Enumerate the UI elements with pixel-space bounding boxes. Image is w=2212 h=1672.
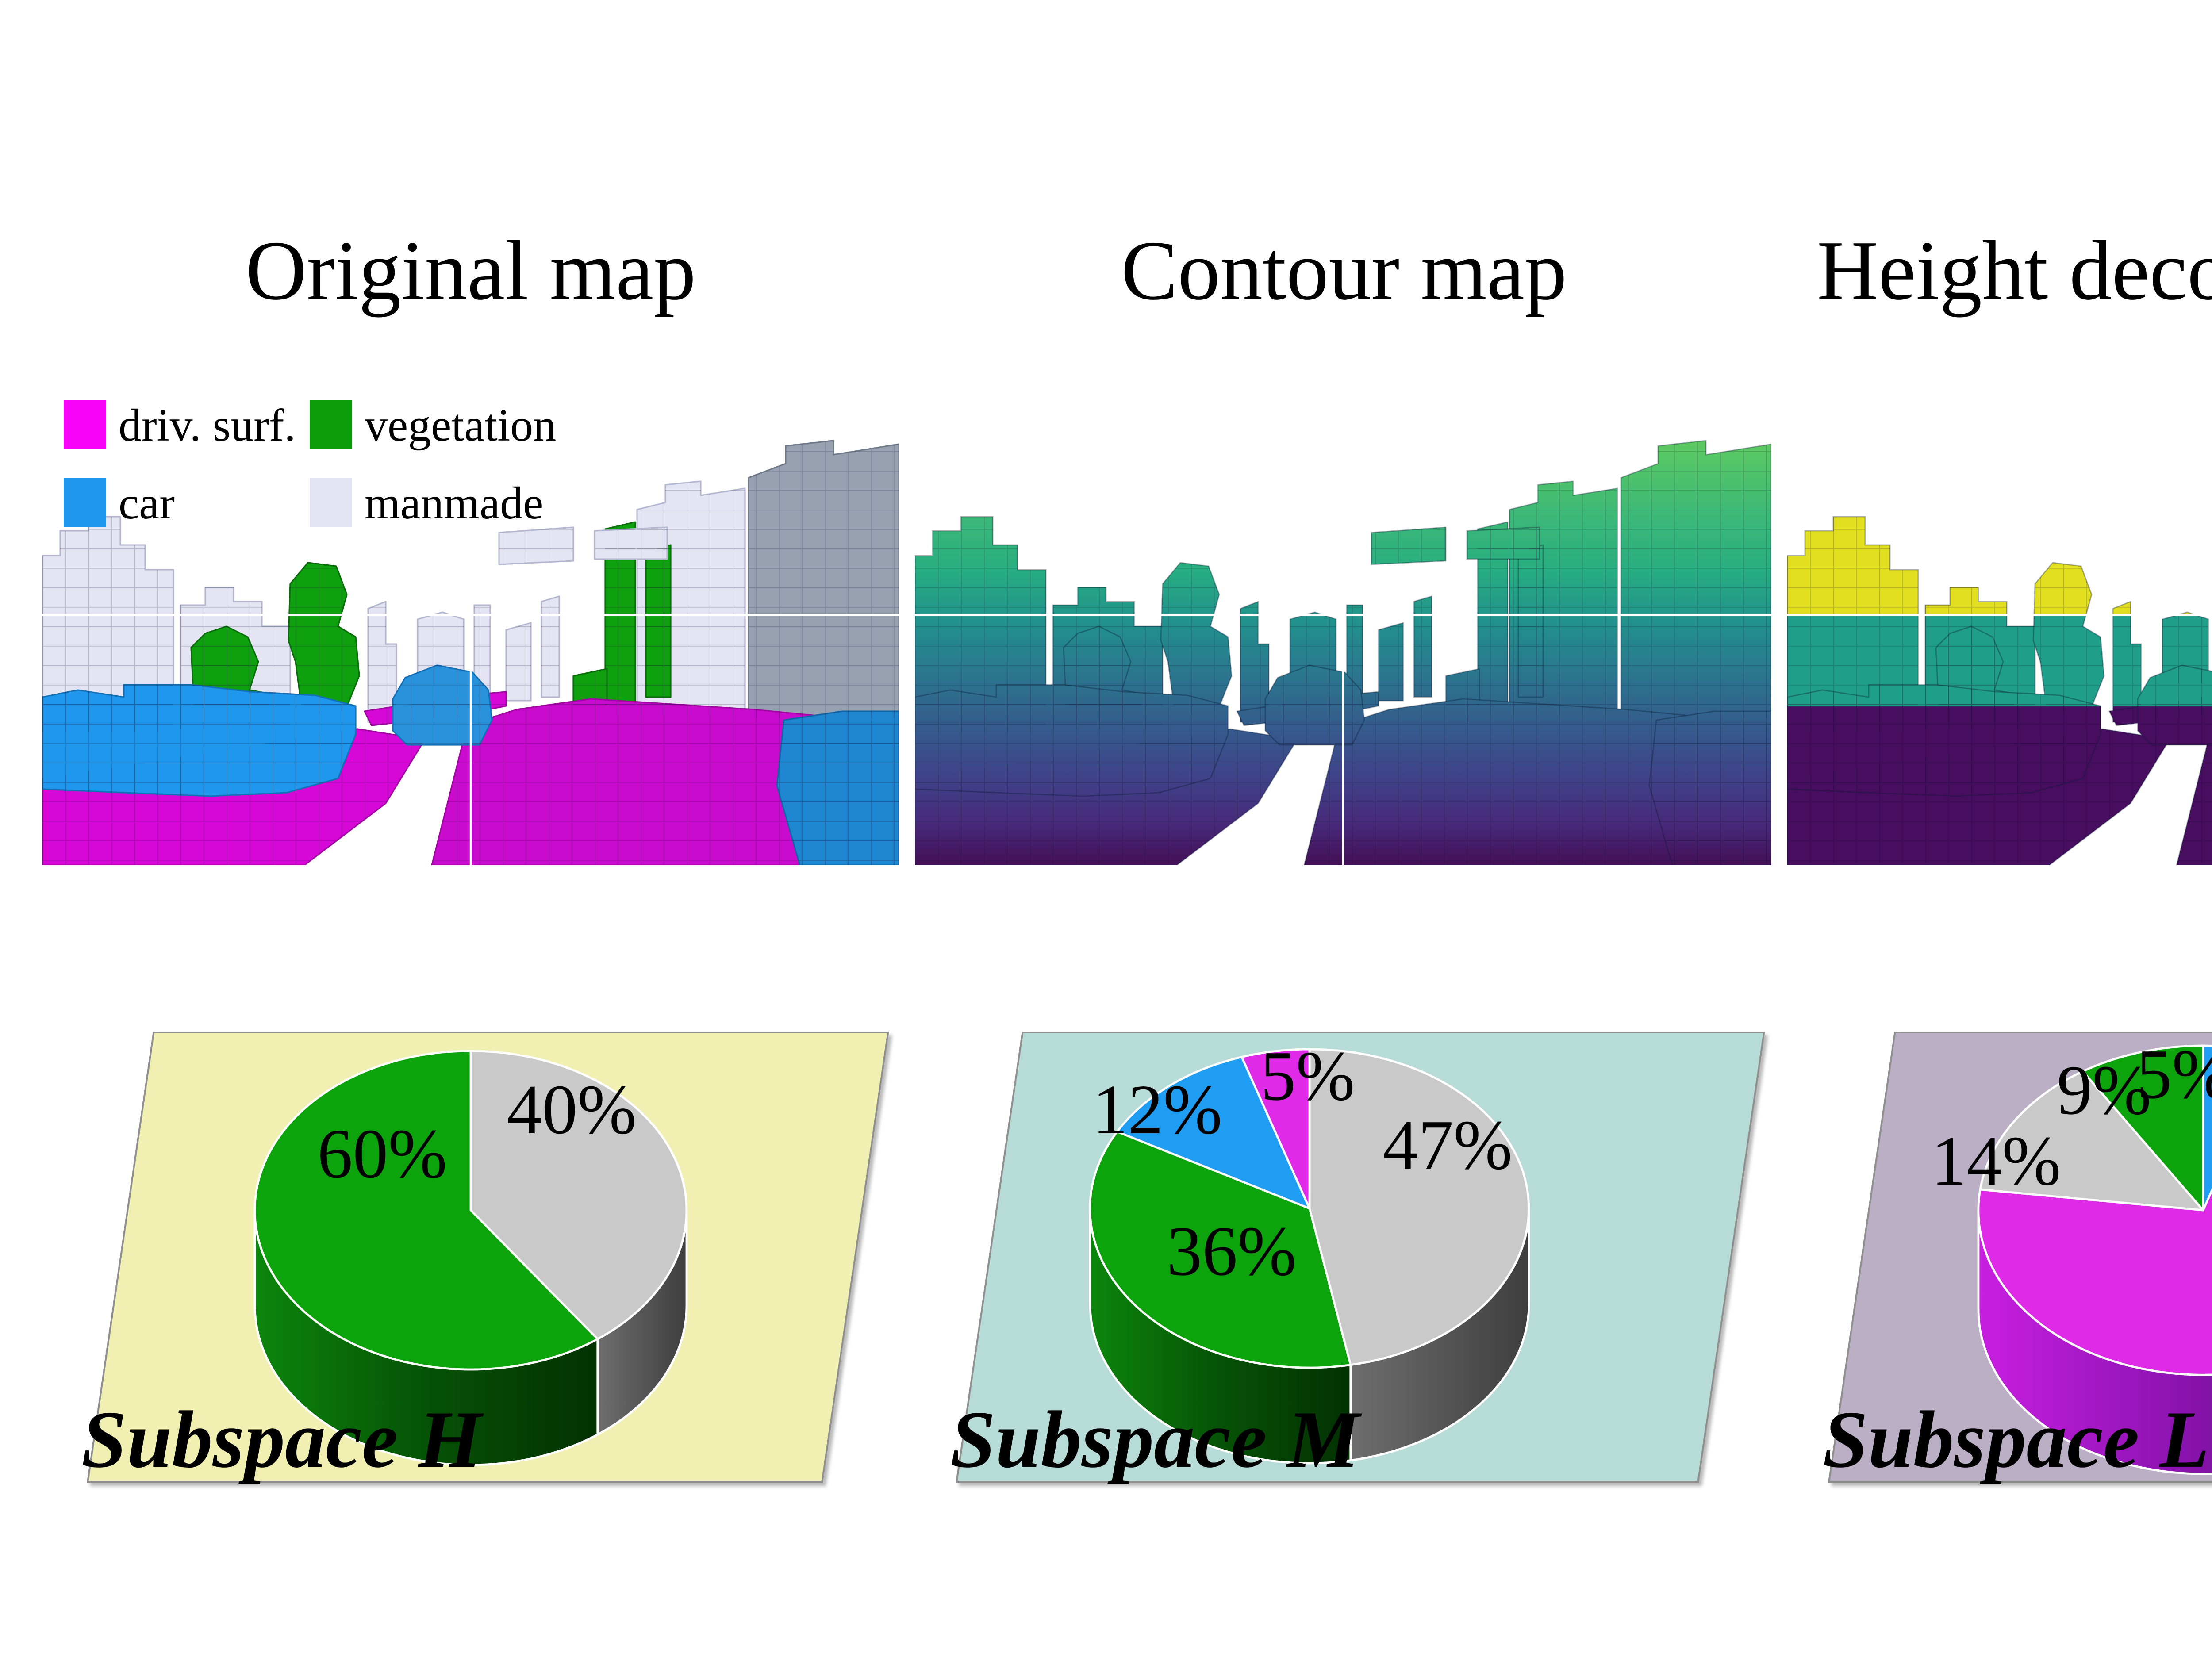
legend-swatch-car	[64, 478, 106, 527]
pie-l-slice-driv-surf	[1977, 1187, 2212, 1376]
pie-m-label-12: 12%	[1092, 1070, 1222, 1149]
pie-m-slice-car	[1116, 1056, 1311, 1210]
pie-h-slice-vegetation	[253, 1050, 599, 1371]
pie-h-slice-manmade	[469, 1050, 688, 1340]
pie-subspace-m	[1089, 1048, 1530, 1465]
pie-l-magenta-side	[1977, 1209, 2212, 1475]
legend-swatch-driv-surf	[64, 400, 106, 449]
pie-m-label-5: 5%	[1260, 1036, 1355, 1116]
pie-l-label-9: 9%	[2057, 1050, 2151, 1130]
pie-l-slice-manmade	[1979, 1070, 2204, 1212]
pie-m-slice-vegetation	[1089, 1131, 1352, 1369]
pie-m-slice-manmade	[1308, 1048, 1530, 1366]
legend-label-manmade: manmade	[365, 478, 544, 529]
contour-map-canvas	[915, 440, 1771, 865]
height-decoupling-map-canvas	[1787, 516, 2212, 865]
pie-subspace-h	[253, 1050, 688, 1466]
pie-m-label-36: 36%	[1167, 1211, 1297, 1291]
subspace-l-label: Subspace L	[1823, 1394, 2209, 1484]
title-contour-map: Contour map	[1121, 225, 1567, 318]
legend-swatch-vegetation	[310, 400, 352, 449]
legend-swatch-manmade	[310, 478, 352, 527]
pie-m-slice-driv-surf	[1240, 1048, 1311, 1210]
original-map-canvas	[42, 440, 899, 865]
pie-l-label-5: 5%	[2136, 1034, 2212, 1114]
pie-l-slice-vegetation	[2081, 1044, 2204, 1212]
title-height-decoupling-map: Height decoupling map	[1816, 225, 2212, 318]
subspace-m-label: Subspace M	[950, 1394, 1360, 1484]
legend-label-driv-surf: driv. surf.	[119, 400, 296, 451]
pie-l-label-14: 14%	[1931, 1121, 2061, 1200]
pie-h-label-60: 60%	[317, 1114, 447, 1193]
subspace-h-label: Subspace H	[81, 1394, 482, 1484]
legend-label-car: car	[119, 478, 175, 529]
pie-m-label-47: 47%	[1382, 1105, 1513, 1185]
pie-subspace-l	[1977, 1044, 2212, 1475]
pie-h-label-40: 40%	[507, 1070, 637, 1149]
legend-label-vegetation: vegetation	[365, 400, 557, 451]
title-original-map: Original map	[245, 225, 696, 318]
pie-l-slice-car	[2202, 1044, 2212, 1212]
